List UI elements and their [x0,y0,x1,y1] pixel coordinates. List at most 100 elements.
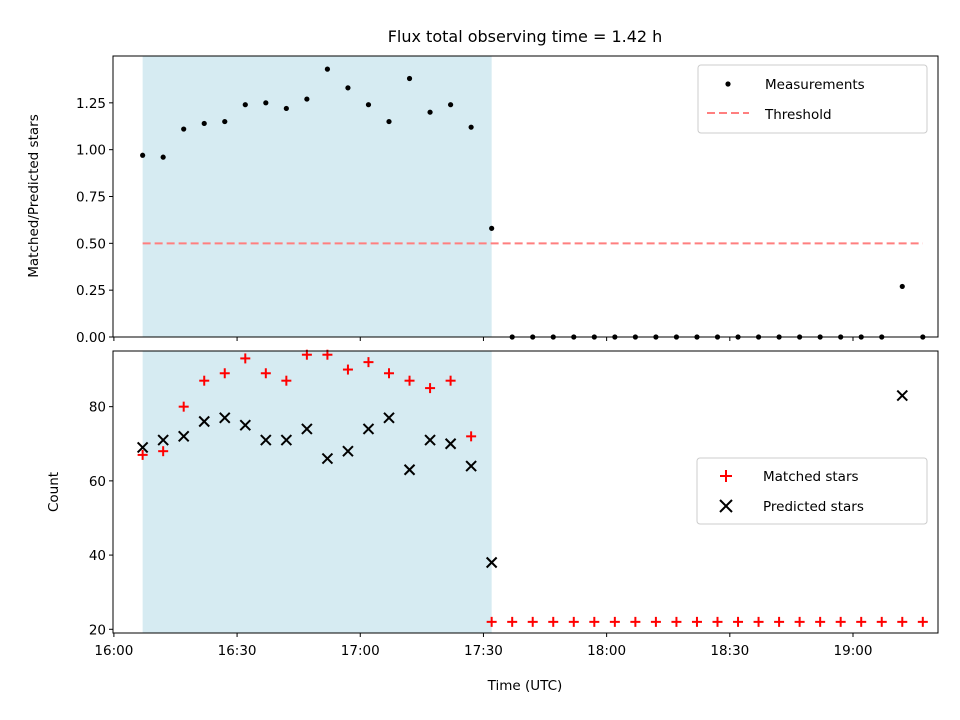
predicted-star-point [896,389,908,402]
matched-star-point [507,616,518,627]
legend-measurements-marker [725,81,731,87]
matched-star-point [876,616,887,627]
matched-star-point [774,616,785,627]
x-tick-label: 18:00 [587,643,626,659]
legend-measurements-label: Measurements [765,77,865,93]
matched-star-point [527,616,538,627]
matched-star-point [404,375,415,386]
matched-star-point [219,368,230,379]
matched-star-point [671,616,682,627]
matched-star-point [445,375,456,386]
matched-star-point [425,383,436,394]
predicted-star-point [219,412,231,424]
legend-threshold-label: Threshold [764,107,832,123]
matched-star-point [281,375,292,386]
predicted-star-point [342,445,354,457]
legend: Measurements Threshold [697,64,928,134]
y-tick-label: 0.50 [76,236,106,252]
predicted-star-point [198,415,210,428]
legend-predicted-marker [719,499,733,513]
matched-star-point [342,364,353,375]
matched-star-point [260,368,271,379]
measurement-point [427,109,433,115]
measurement-point [263,100,269,106]
matched-star-point [240,353,251,364]
x-tick-label: 18:30 [710,643,749,659]
matched-star-point [363,357,374,368]
y-tick-label: 40 [89,548,106,564]
predicted-star-point [321,452,334,465]
matched-star-point [712,616,723,627]
matched-star-point [733,616,744,627]
predicted-star-point [444,438,457,450]
predicted-star-point [239,419,251,431]
x-tick-label: 19:00 [834,643,873,659]
y-tick-label: 0.75 [76,190,106,206]
x-tick-label: 17:00 [341,643,380,659]
matched-star-point [199,375,210,386]
measurement-point [365,102,372,108]
predicted-star-point [403,464,416,476]
chart-title: Flux total observing time = 1.42 h [388,27,663,46]
x-tick-label: 17:30 [464,643,503,659]
x-tick-label: 16:30 [218,643,257,659]
top-panel: 0.00 0.25 0.50 0.75 1.00 1.25 Matched/Predict… [26,55,939,346]
predicted-stars-series [136,389,908,569]
measurement-point [468,124,474,130]
x-axis-label: Time (UTC) [487,678,563,694]
matched-star-point [917,616,928,627]
observing-interval-shade [142,56,492,337]
legend-matched-marker [720,470,732,482]
matched-star-point [753,616,764,627]
predicted-star-point [136,441,149,454]
measurement-point [140,152,146,158]
predicted-star-point [485,556,498,569]
x-tick-label: 16:00 [94,643,133,659]
y-tick-label: 1.25 [76,96,106,112]
x-axis-ticks: 16:00 16:30 17:00 17:30 18:00 18:30 19:00 [94,633,872,659]
matched-star-point [486,616,497,627]
matched-star-point [568,616,579,627]
measurement-point [489,225,495,231]
predicted-star-point [301,423,313,435]
measurement-point [201,120,207,127]
predicted-star-point [157,434,169,446]
legend-box [696,457,928,525]
predicted-star-point [465,460,477,472]
predicted-star-point [383,412,395,424]
matched-star-point [158,446,169,457]
matched-star-point [691,616,702,627]
measurement-point [222,118,228,125]
measurement-point [447,102,454,108]
measurement-point [899,283,905,290]
y-tick-label: 1.00 [76,143,106,159]
matched-star-point [856,616,867,627]
matched-star-point [384,368,395,379]
matched-star-point [178,401,189,412]
matched-star-point [650,616,661,627]
legend: Matched stars Predicted stars [696,457,928,525]
matched-star-point [835,616,846,627]
matched-star-point [794,616,805,627]
plot-frame [112,55,939,338]
matched-star-point [137,449,148,460]
predicted-star-point [260,434,272,446]
measurement-point [386,118,392,125]
y-axis-label: Matched/Predicted stars [26,114,42,277]
measurement-point [406,75,413,82]
legend-predicted-label: Predicted stars [763,499,864,515]
y-tick-label: 60 [89,474,106,490]
matched-star-point [548,616,559,627]
observing-interval-shade [142,351,492,633]
y-tick-label: 80 [89,400,106,416]
measurement-point [304,96,310,102]
y-tick-label: 0.00 [76,330,106,346]
matched-star-point [466,431,477,442]
y-tick-label: 0.25 [76,283,106,299]
y-axis-label: Count [46,472,62,512]
measurement-point [160,154,166,160]
y-axis-ticks: 0.00 0.25 0.50 0.75 1.00 1.25 [76,96,113,346]
predicted-star-point [424,434,436,446]
